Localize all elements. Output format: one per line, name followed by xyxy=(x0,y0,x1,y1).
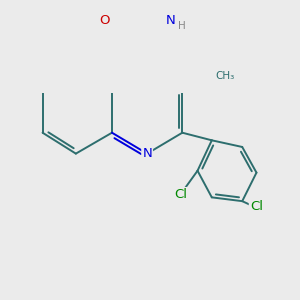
Text: Cl: Cl xyxy=(250,200,263,213)
Text: O: O xyxy=(99,14,110,27)
Text: N: N xyxy=(166,14,176,27)
Text: CH₃: CH₃ xyxy=(216,71,235,81)
Text: H: H xyxy=(178,21,186,31)
Text: Cl: Cl xyxy=(174,188,187,201)
Text: N: N xyxy=(142,147,152,160)
